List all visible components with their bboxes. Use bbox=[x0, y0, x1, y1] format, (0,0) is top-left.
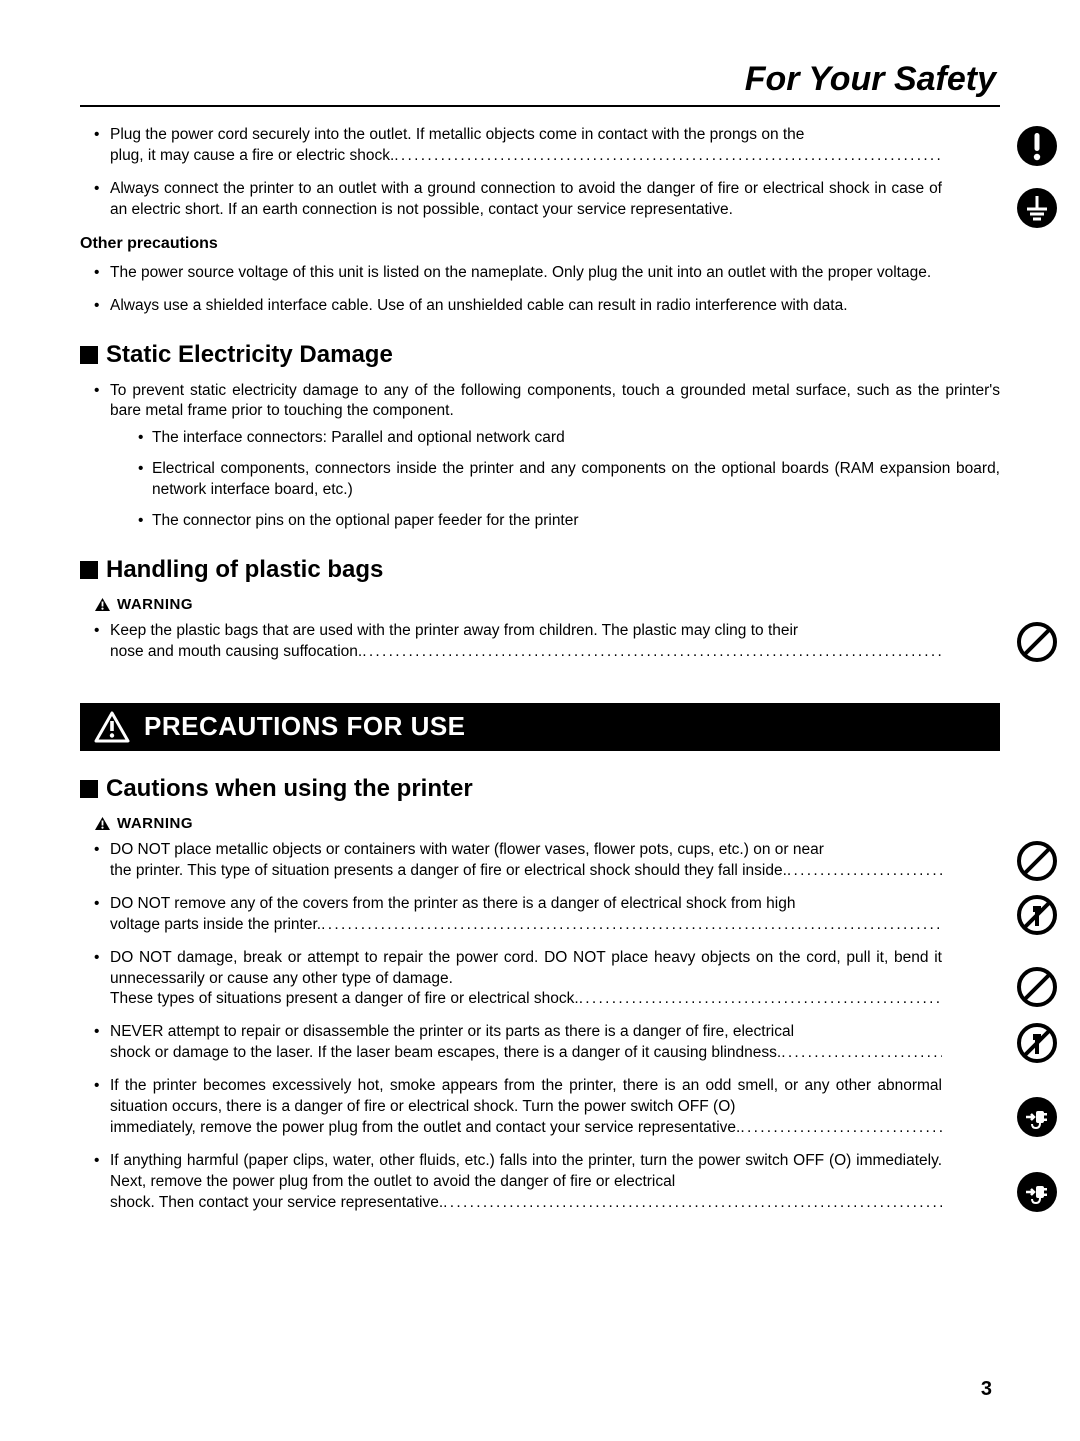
mandatory-icon bbox=[1016, 125, 1058, 167]
caution-item: If anything harmful (paper clips, water,… bbox=[94, 1151, 1000, 1214]
leader-dots bbox=[362, 642, 942, 663]
caution-item: NEVER attempt to repair or disassemble t… bbox=[94, 1022, 1000, 1064]
warning-triangle-icon bbox=[94, 711, 130, 743]
static-sub-item: The connector pins on the optional paper… bbox=[138, 511, 1000, 532]
leader-dots bbox=[740, 1118, 942, 1139]
warning-triangle-icon bbox=[94, 597, 111, 612]
plastic-list: Keep the plastic bags that are used with… bbox=[94, 621, 1000, 663]
no-disassemble-icon bbox=[1016, 1022, 1058, 1064]
warning-label-text: WARNING bbox=[117, 815, 193, 832]
caution-item-pre: If anything harmful (paper clips, water,… bbox=[110, 1152, 942, 1190]
plastic-item: Keep the plastic bags that are used with… bbox=[94, 621, 1000, 663]
caution-item-last: the printer. This type of situation pres… bbox=[110, 861, 787, 882]
no-disassemble-icon bbox=[1016, 894, 1058, 936]
precautions-banner: PRECAUTIONS FOR USE bbox=[80, 703, 1000, 751]
other-precautions-heading: Other precautions bbox=[80, 235, 1000, 253]
other-precaution-item: The power source voltage of this unit is… bbox=[94, 263, 1000, 284]
prohibit-icon bbox=[1016, 966, 1058, 1008]
intro-item-pre: Plug the power cord securely into the ou… bbox=[110, 126, 804, 143]
plastic-section-title: Handling of plastic bags bbox=[80, 556, 1000, 584]
page-number: 3 bbox=[981, 1378, 992, 1401]
caution-item: If the printer becomes excessively hot, … bbox=[94, 1076, 1000, 1139]
caution-item: DO NOT remove any of the covers from the… bbox=[94, 894, 1000, 936]
square-bullet-icon bbox=[80, 780, 98, 798]
leader-dots bbox=[787, 861, 942, 882]
intro-list: Plug the power cord securely into the ou… bbox=[94, 125, 1000, 221]
prohibit-icon bbox=[1016, 621, 1058, 663]
leader-dots bbox=[781, 1043, 942, 1064]
other-precaution-item: Always use a shielded interface cable. U… bbox=[94, 296, 1000, 317]
cautions-list: DO NOT place metallic objects or contain… bbox=[94, 840, 1000, 1214]
caution-item-last: shock or damage to the laser. If the las… bbox=[110, 1043, 781, 1064]
header-rule bbox=[80, 105, 1000, 107]
static-intro-item: To prevent static electricity damage to … bbox=[94, 381, 1000, 533]
static-sub-item: Electrical components, connectors inside… bbox=[138, 459, 1000, 501]
caution-item-pre: If the printer becomes excessively hot, … bbox=[110, 1077, 942, 1115]
leader-dots bbox=[579, 989, 942, 1010]
warning-label-text: WARNING bbox=[117, 596, 193, 613]
square-bullet-icon bbox=[80, 346, 98, 364]
caution-item-last: immediately, remove the power plug from … bbox=[110, 1118, 740, 1139]
static-sub-item: The interface connectors: Parallel and o… bbox=[138, 428, 1000, 449]
leader-dots bbox=[321, 915, 942, 936]
caution-item-last: These types of situations present a dang… bbox=[110, 989, 579, 1010]
caution-item: DO NOT place metallic objects or contain… bbox=[94, 840, 1000, 882]
warning-label: WARNING bbox=[94, 815, 1000, 832]
cautions-section-title: Cautions when using the printer bbox=[80, 775, 1000, 803]
static-list: To prevent static electricity damage to … bbox=[94, 381, 1000, 533]
plastic-item-pre: Keep the plastic bags that are used with… bbox=[110, 622, 798, 639]
prohibit-icon bbox=[1016, 840, 1058, 882]
intro-item: Always connect the printer to an outlet … bbox=[94, 179, 1000, 221]
static-intro-text: To prevent static electricity damage to … bbox=[110, 382, 1000, 420]
intro-item-pre: Always connect the printer to an outlet … bbox=[110, 180, 824, 197]
caution-item-pre: DO NOT place metallic objects or contain… bbox=[110, 841, 824, 858]
unplug-icon bbox=[1016, 1171, 1058, 1213]
caution-item-last: voltage parts inside the printer. bbox=[110, 915, 321, 936]
caution-item-pre: NEVER attempt to repair or disassemble t… bbox=[110, 1023, 794, 1040]
caution-item-last: shock. Then contact your service represe… bbox=[110, 1193, 443, 1214]
plastic-item-last: nose and mouth causing suffocation. bbox=[110, 642, 362, 663]
plastic-heading-text: Handling of plastic bags bbox=[106, 556, 383, 584]
cautions-heading-text: Cautions when using the printer bbox=[106, 775, 473, 803]
caution-item-pre: DO NOT damage, break or attempt to repai… bbox=[110, 949, 942, 987]
leader-dots bbox=[394, 146, 942, 167]
other-precautions-list: The power source voltage of this unit is… bbox=[94, 263, 1000, 317]
static-sub-list: The interface connectors: Parallel and o… bbox=[110, 428, 1000, 532]
ground-icon bbox=[1016, 187, 1058, 229]
square-bullet-icon bbox=[80, 561, 98, 579]
intro-item: Plug the power cord securely into the ou… bbox=[94, 125, 1000, 167]
caution-item: DO NOT damage, break or attempt to repai… bbox=[94, 948, 1000, 1011]
caution-item-pre: DO NOT remove any of the covers from the… bbox=[110, 895, 795, 912]
intro-item-last: plug, it may cause a fire or electric sh… bbox=[110, 146, 394, 167]
leader-dots bbox=[443, 1193, 942, 1214]
warning-label: WARNING bbox=[94, 596, 1000, 613]
unplug-icon bbox=[1016, 1096, 1058, 1138]
warning-triangle-icon bbox=[94, 816, 111, 831]
precautions-banner-text: PRECAUTIONS FOR USE bbox=[144, 711, 466, 742]
page: For Your Safety Plug the power cord secu… bbox=[0, 0, 1080, 1441]
page-header-title: For Your Safety bbox=[80, 60, 1000, 105]
static-heading-text: Static Electricity Damage bbox=[106, 341, 393, 369]
static-section-title: Static Electricity Damage bbox=[80, 341, 1000, 369]
